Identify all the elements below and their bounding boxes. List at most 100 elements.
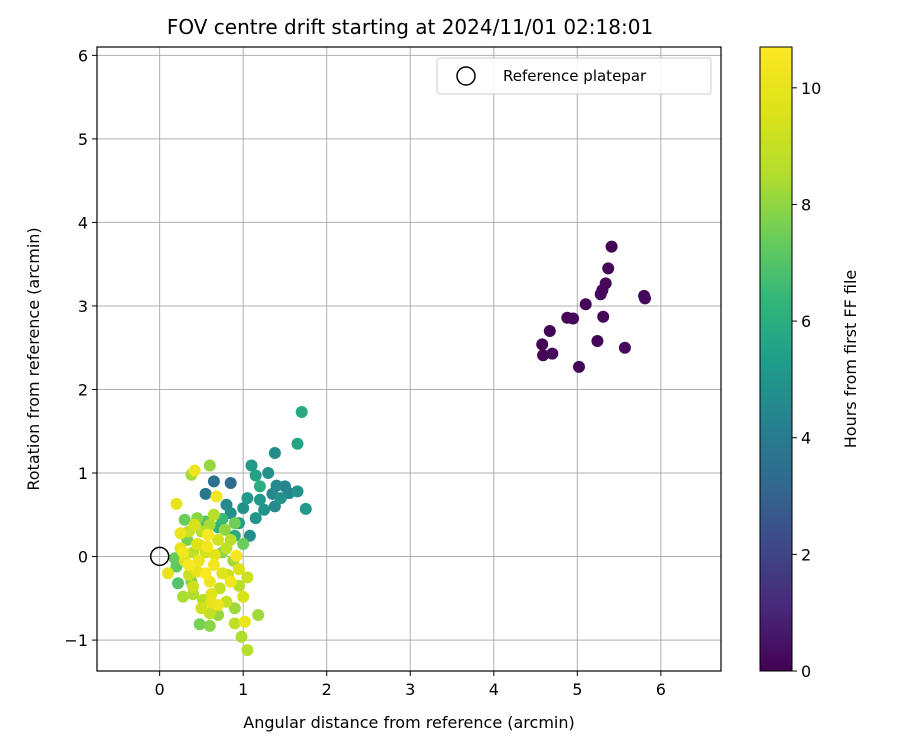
data-point <box>174 527 187 540</box>
y-tick-label: 5 <box>78 130 88 149</box>
data-point <box>199 567 212 580</box>
data-point <box>224 477 237 489</box>
x-tick-label: 6 <box>656 680 666 699</box>
data-point <box>253 493 266 506</box>
data-point <box>230 549 243 562</box>
data-point <box>178 513 191 526</box>
data-point <box>207 508 220 521</box>
data-point <box>205 588 218 601</box>
data-point <box>249 469 262 482</box>
data-point <box>591 335 604 347</box>
data-point <box>203 459 216 472</box>
colorbar: 0 2 4 6 8 10 Hours from first FF file <box>759 46 860 681</box>
data-point <box>249 512 262 525</box>
plot-frame <box>96 46 722 672</box>
data-point <box>605 240 618 253</box>
data-point <box>203 619 216 632</box>
y-tick-label: 6 <box>78 46 88 65</box>
data-point <box>536 338 549 351</box>
colorbar-label: Hours from first FF file <box>841 270 860 449</box>
data-point <box>207 558 220 571</box>
data-point <box>224 507 237 520</box>
x-tick-label: 0 <box>155 680 165 699</box>
data-point <box>182 558 195 571</box>
x-axis-ticks: 0 1 2 3 4 5 6 <box>155 671 666 699</box>
data-point <box>268 500 281 513</box>
y-tick-label: −1 <box>64 631 88 650</box>
data-point <box>262 467 275 479</box>
data-point <box>213 582 226 595</box>
data-point <box>237 502 250 515</box>
data-point <box>258 503 271 516</box>
x-tick-label: 2 <box>322 680 332 699</box>
grid-lines <box>97 47 721 671</box>
data-point <box>291 485 304 498</box>
data-point <box>241 492 254 505</box>
data-point <box>546 347 559 360</box>
reference-platepar-marker <box>149 546 170 567</box>
y-tick-label: 3 <box>78 297 88 316</box>
data-point <box>195 602 208 615</box>
data-point <box>235 630 248 643</box>
data-point <box>299 502 312 515</box>
y-tick-label: 1 <box>78 464 88 483</box>
data-point <box>192 554 205 567</box>
data-point <box>216 567 229 580</box>
x-tick-label: 4 <box>489 680 499 699</box>
colorbar-tick-label: 4 <box>801 429 811 448</box>
y-axis-ticks: −1 0 1 2 3 4 5 6 <box>64 46 97 650</box>
x-tick-label: 3 <box>405 680 415 699</box>
data-point <box>599 277 612 290</box>
colorbar-tick-label: 6 <box>801 312 811 331</box>
colorbar-tick-label: 8 <box>801 195 811 214</box>
data-point <box>274 492 287 505</box>
data-point <box>245 459 258 472</box>
data-point <box>224 575 237 588</box>
data-point <box>193 618 206 631</box>
data-point <box>203 518 216 531</box>
data-point <box>207 475 220 488</box>
data-point <box>567 312 580 325</box>
y-tick-label: 0 <box>78 548 88 567</box>
data-point <box>537 349 550 362</box>
y-axis-label: Rotation from reference (arcmin) <box>24 227 43 490</box>
data-point <box>187 580 200 593</box>
data-point <box>199 487 212 500</box>
data-point <box>228 602 241 615</box>
data-point <box>177 590 189 603</box>
data-point <box>218 523 231 536</box>
y-tick-label: 4 <box>78 213 88 232</box>
data-point <box>212 533 225 546</box>
data-point <box>228 517 241 530</box>
colorbar-ticks: 0 2 4 6 8 10 <box>792 79 821 681</box>
data-point <box>238 615 251 628</box>
data-point <box>162 567 174 580</box>
colorbar-tick-label: 0 <box>801 662 811 681</box>
x-tick-label: 5 <box>572 680 582 699</box>
data-point <box>594 288 607 301</box>
data-point <box>177 546 189 559</box>
data-point <box>573 360 585 373</box>
data-point <box>191 538 204 550</box>
data-point <box>579 298 592 311</box>
data-point <box>618 341 631 354</box>
y-tick-label: 2 <box>78 380 88 399</box>
data-point <box>543 325 556 337</box>
colorbar-tick-label: 10 <box>801 79 821 98</box>
colorbar-gradient <box>759 46 793 672</box>
data-point <box>212 599 225 611</box>
data-point <box>170 497 183 510</box>
data-point <box>188 464 201 477</box>
data-points <box>162 240 651 657</box>
legend-box <box>436 57 712 95</box>
data-point <box>270 479 283 492</box>
x-axis-label: Angular distance from reference (arcmin) <box>243 713 574 732</box>
data-point <box>295 406 308 418</box>
data-point <box>639 292 651 305</box>
data-point <box>233 563 245 576</box>
data-point <box>237 590 250 603</box>
data-point <box>202 528 215 541</box>
legend-entry-label: Reference platepar <box>503 67 647 85</box>
data-point <box>291 437 304 450</box>
